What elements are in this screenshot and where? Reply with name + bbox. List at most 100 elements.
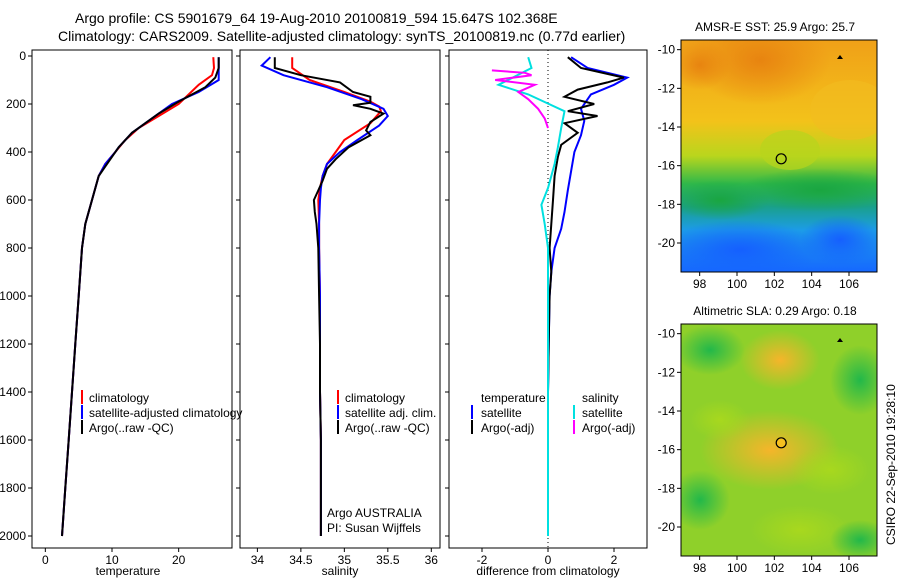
map-y-tick-label: -10 bbox=[658, 43, 676, 57]
temperature-xlabel: temperature bbox=[96, 564, 161, 578]
y-tick-label: 1200 bbox=[0, 337, 26, 351]
salinity-axes-frame bbox=[239, 49, 441, 549]
sla-map-title: Altimetric SLA: 0.29 Argo: 0.18 bbox=[693, 304, 857, 318]
y-tick-label: 1400 bbox=[0, 385, 26, 399]
y-tick-label: 1800 bbox=[0, 481, 26, 495]
series-line-salinity-argo bbox=[491, 69, 549, 129]
map-x-tick-label: 106 bbox=[839, 277, 859, 291]
map-y-tick-label: -14 bbox=[658, 120, 676, 134]
legend-label-sal-satellite: satellite bbox=[582, 406, 623, 420]
legend-label-temp-satellite: satellite bbox=[481, 406, 522, 420]
argo-program-label: Argo AUSTRALIA bbox=[327, 506, 422, 520]
sla-heatmap bbox=[681, 324, 877, 556]
map-x-tick-label: 102 bbox=[764, 561, 784, 575]
map-y-tick-label: -20 bbox=[658, 520, 676, 534]
map-x-tick-label: 98 bbox=[693, 277, 707, 291]
x-tick-label: 0 bbox=[545, 553, 552, 567]
sst-map-ticks: 98 100 102 104 106 -10 -12 -14 -16 -18 -20 bbox=[658, 43, 860, 291]
y-tick-label: 400 bbox=[6, 145, 26, 159]
y-tick-label: 1000 bbox=[0, 289, 26, 303]
legend-label-temp-argo: Argo(-adj) bbox=[481, 421, 534, 435]
figure-title-line2: Climatology: CARS2009. Satellite-adjuste… bbox=[58, 28, 625, 44]
csiro-timestamp: CSIRO 22-Sep-2010 19:28:10 bbox=[884, 384, 898, 545]
legend-title-temperature: temperature bbox=[481, 391, 546, 405]
map-y-tick-label: -12 bbox=[658, 365, 676, 379]
temperature-ticks: 0 10 2002004006008001000120014001600180020… bbox=[0, 49, 186, 567]
sst-map-panel: AMSR-E SST: 25.9 Argo: 25.7 98 100 102 104 1… bbox=[658, 20, 878, 291]
map-y-tick-label: -14 bbox=[658, 404, 676, 418]
temperature-lines bbox=[61, 57, 220, 537]
x-tick-label: 35 bbox=[338, 553, 352, 567]
sst-heatmap bbox=[681, 40, 877, 272]
salinity-lines bbox=[259, 56, 390, 536]
legend-label-satellite-adjusted: satellite-adjusted climatology bbox=[89, 406, 242, 420]
x-tick-label: 36 bbox=[425, 553, 439, 567]
difference-xlabel: difference from climatology bbox=[476, 564, 619, 578]
temperature-legend: climatology satellite-adjusted climatolo… bbox=[81, 390, 242, 435]
map-y-tick-label: -16 bbox=[658, 159, 676, 173]
map-y-tick-label: -18 bbox=[658, 481, 676, 495]
argo-pi-label: PI: Susan Wijffels bbox=[327, 521, 421, 535]
legend-title-salinity: salinity bbox=[582, 391, 619, 405]
salinity-ticks: 34 34.5 35 35.5 36 bbox=[236, 55, 439, 567]
x-tick-label: 34 bbox=[251, 553, 265, 567]
figure-title-line1: Argo profile: CS 5901679_64 19-Aug-2010 … bbox=[75, 10, 558, 26]
map-y-tick-label: -16 bbox=[658, 443, 676, 457]
map-x-tick-label: 102 bbox=[764, 277, 784, 291]
y-tick-label: 600 bbox=[6, 193, 26, 207]
y-tick-label: 800 bbox=[6, 241, 26, 255]
map-x-tick-label: 100 bbox=[727, 277, 747, 291]
sst-map-frame bbox=[680, 39, 878, 273]
x-tick-label: 20 bbox=[172, 553, 186, 567]
map-y-tick-label: -18 bbox=[658, 197, 676, 211]
y-tick-label: 200 bbox=[6, 97, 26, 111]
series-line-satellite bbox=[61, 57, 220, 537]
legend-label-argo: Argo(..raw -QC) bbox=[345, 421, 430, 435]
temperature-panel: 0 10 2002004006008001000120014001600180020… bbox=[0, 49, 242, 578]
temperature-axes-frame bbox=[31, 49, 233, 549]
x-tick-label: 2 bbox=[611, 553, 618, 567]
sst-north-marker-icon bbox=[837, 55, 843, 59]
difference-legend: temperature salinity satellite Argo(-adj… bbox=[471, 391, 635, 435]
salinity-xlabel: salinity bbox=[322, 564, 359, 578]
salinity-legend: climatology satellite adj. clim. Argo(..… bbox=[337, 390, 436, 435]
legend-label-climatology: climatology bbox=[89, 391, 149, 405]
series-line-temperature-argo bbox=[547, 56, 625, 536]
map-x-tick-label: 106 bbox=[839, 561, 859, 575]
map-y-tick-label: -12 bbox=[658, 81, 676, 95]
series-line-salinity-satellite bbox=[495, 56, 566, 536]
series-line-argo bbox=[273, 57, 386, 536]
legend-label-sal-argo: Argo(-adj) bbox=[582, 421, 635, 435]
sla-float-marker bbox=[775, 437, 787, 449]
map-x-tick-label: 98 bbox=[693, 561, 707, 575]
map-y-tick-label: -20 bbox=[658, 236, 676, 250]
difference-panel: -2 0 2 difference from climatology tempera… bbox=[445, 49, 648, 578]
map-y-tick-label: -10 bbox=[658, 327, 676, 341]
sla-map-panel: Altimetric SLA: 0.29 Argo: 0.18 98 100 102… bbox=[658, 304, 878, 575]
legend-label-climatology: climatology bbox=[345, 391, 405, 405]
x-tick-label: 0 bbox=[42, 553, 49, 567]
series-line-satellite bbox=[259, 56, 390, 536]
sla-map-frame bbox=[680, 323, 878, 557]
map-x-tick-label: 104 bbox=[802, 277, 822, 291]
sst-map-title: AMSR-E SST: 25.9 Argo: 25.7 bbox=[695, 20, 855, 34]
legend-label-satellite: satellite adj. clim. bbox=[345, 406, 436, 420]
sla-map-ticks: 98 100 102 104 106 -10 -12 -14 -16 -18 -20 bbox=[658, 327, 860, 575]
x-tick-label: -2 bbox=[477, 553, 488, 567]
sla-north-marker-icon bbox=[837, 338, 843, 342]
salinity-panel: 34 34.5 35 35.5 36 salinity climatology sate… bbox=[236, 49, 441, 578]
difference-lines bbox=[491, 56, 630, 536]
map-x-tick-label: 104 bbox=[802, 561, 822, 575]
difference-ticks: -2 0 2 bbox=[445, 55, 618, 567]
x-tick-label: 10 bbox=[105, 553, 119, 567]
series-line-temperature-satellite bbox=[547, 56, 630, 536]
y-tick-label: 1600 bbox=[0, 433, 26, 447]
x-tick-label: 35.5 bbox=[376, 553, 400, 567]
legend-label-argo: Argo(..raw -QC) bbox=[89, 421, 174, 435]
series-line-argo bbox=[61, 57, 220, 537]
y-tick-label: 2000 bbox=[0, 529, 26, 543]
x-tick-label: 34.5 bbox=[289, 553, 313, 567]
map-x-tick-label: 100 bbox=[727, 561, 747, 575]
y-tick-label: 0 bbox=[19, 49, 26, 63]
